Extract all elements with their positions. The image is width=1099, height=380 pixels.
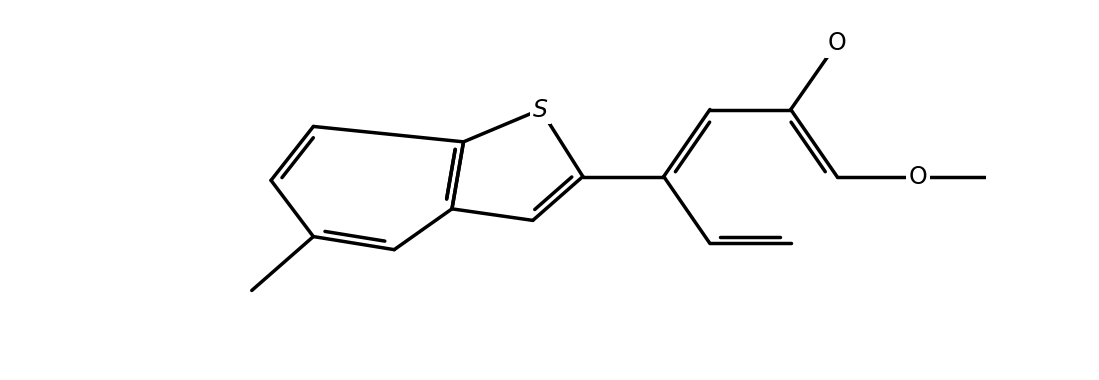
Text: O: O xyxy=(828,31,846,55)
Text: O: O xyxy=(909,165,928,188)
Text: S: S xyxy=(533,98,548,122)
